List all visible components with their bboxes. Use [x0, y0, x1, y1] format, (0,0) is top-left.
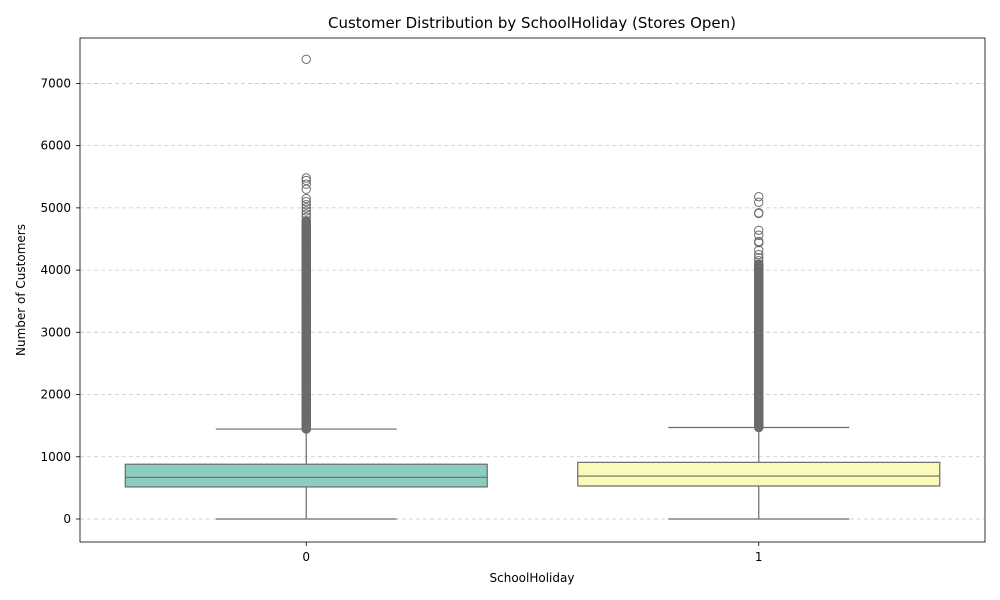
outlier-point	[754, 197, 764, 207]
outlier-point	[754, 191, 764, 202]
outlier-point	[754, 236, 764, 247]
y-tick-label: 3000	[40, 325, 71, 339]
outlier-point	[301, 209, 311, 219]
box-group-1	[577, 191, 941, 520]
x-tick-label: 1	[755, 550, 763, 564]
x-axis-title: SchoolHoliday	[490, 571, 575, 585]
outlier-point	[754, 225, 764, 235]
box-series	[124, 54, 941, 520]
outlier-point	[301, 193, 311, 204]
outlier-point	[754, 208, 764, 218]
outlier-markers	[301, 54, 311, 434]
y-tick-label: 6000	[40, 139, 71, 153]
outlier-point	[301, 212, 311, 222]
iqr-box	[577, 461, 941, 487]
outlier-point	[754, 230, 764, 240]
y-tick-label: 4000	[40, 263, 71, 277]
outlier-point	[301, 200, 311, 210]
iqr-box	[124, 463, 488, 488]
y-tick-label: 5000	[40, 201, 71, 215]
y-tick-label: 2000	[40, 388, 71, 402]
outlier-point	[301, 184, 311, 194]
plot-frame	[79, 37, 986, 543]
outlier-point	[301, 203, 311, 213]
y-axis: 0 1000 2000 3000 4000 5000 6000 7000	[40, 76, 80, 526]
outlier-point	[754, 259, 764, 269]
outlier-point	[301, 175, 311, 186]
outlier-point	[754, 252, 764, 263]
outlier-point	[301, 179, 311, 189]
outlier-point	[301, 216, 311, 226]
chart-title: Customer Distribution by SchoolHoliday (…	[328, 14, 736, 32]
outlier-point	[301, 196, 311, 207]
box-group-0	[124, 54, 488, 520]
y-tick-label: 7000	[40, 76, 71, 90]
outlier-point	[754, 249, 764, 260]
outlier-markers	[754, 191, 764, 433]
y-tick-label: 0	[63, 512, 71, 526]
outlier-point	[301, 173, 311, 183]
y-tick-label: 1000	[40, 450, 71, 464]
outlier-point	[754, 256, 764, 266]
y-gridlines	[80, 83, 985, 520]
outlier-point	[301, 54, 311, 64]
outlier-point	[301, 206, 311, 216]
y-axis-title: Number of Customers	[14, 224, 28, 356]
x-tick-label: 0	[302, 550, 310, 564]
